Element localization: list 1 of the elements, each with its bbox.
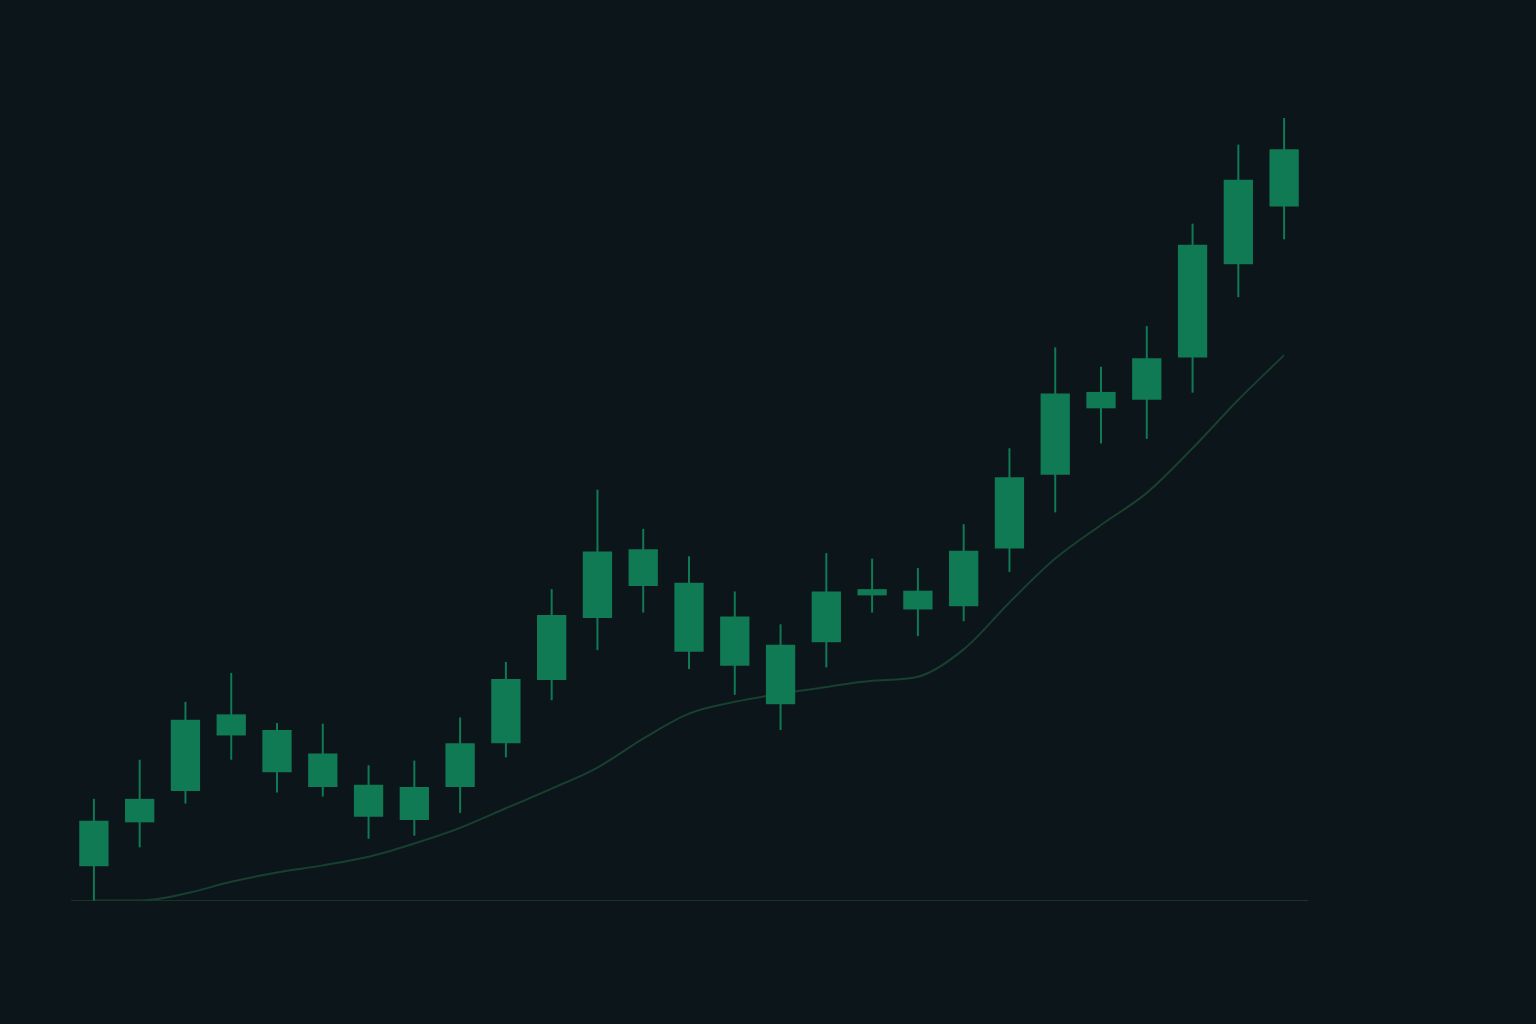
candlestick [857,557,887,614]
